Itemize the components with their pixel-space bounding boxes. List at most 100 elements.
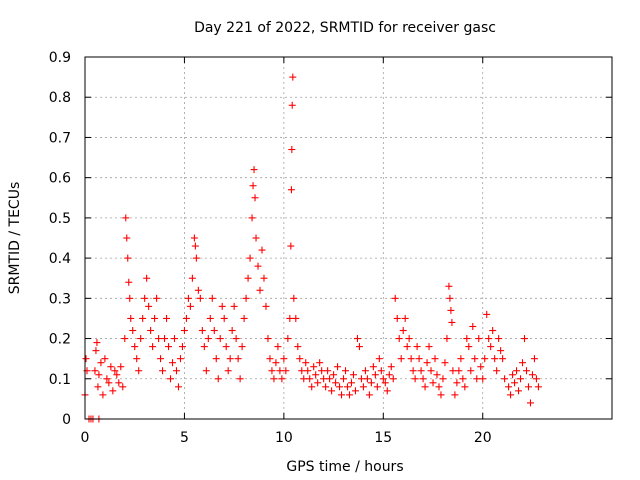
data-point — [250, 166, 258, 174]
data-point — [326, 375, 334, 383]
data-point — [298, 367, 306, 375]
data-point — [204, 335, 212, 343]
data-point — [288, 146, 296, 154]
data-point — [251, 194, 259, 202]
data-point — [147, 327, 155, 335]
y-tick-label: 0.8 — [49, 90, 71, 106]
data-point — [449, 367, 457, 375]
data-point — [345, 391, 353, 399]
data-point — [184, 294, 192, 302]
data-point — [176, 355, 184, 363]
data-point — [324, 367, 332, 375]
y-tick-label: 0.1 — [49, 372, 71, 388]
data-point — [397, 355, 405, 363]
data-point — [137, 335, 145, 343]
data-point — [94, 383, 102, 391]
data-point — [439, 375, 447, 383]
data-point — [453, 379, 461, 387]
data-point — [515, 387, 523, 395]
data-point — [340, 375, 348, 383]
data-point — [310, 363, 318, 371]
data-point — [222, 343, 230, 351]
data-point — [282, 367, 290, 375]
data-point — [489, 327, 497, 335]
data-point — [499, 355, 507, 363]
tick-layer: 0 0.1 0.2 0.3 0.4 0.5 0.6 0.7 0.8 0.9 0 5 10 15 20 — [49, 50, 612, 446]
data-point — [82, 355, 90, 363]
data-point — [117, 363, 125, 371]
data-point — [123, 234, 131, 242]
data-point — [461, 383, 469, 391]
data-point — [249, 182, 257, 190]
y-tick-label: 0.7 — [49, 130, 71, 146]
data-point — [316, 359, 324, 367]
data-point — [165, 343, 173, 351]
data-point — [473, 375, 481, 383]
data-point — [139, 314, 147, 322]
data-point — [191, 242, 199, 250]
chart-title: Day 221 of 2022, SRMTID for receiver gas… — [194, 20, 496, 36]
data-point — [125, 278, 133, 286]
data-point — [124, 254, 132, 262]
data-point — [208, 294, 216, 302]
data-point — [300, 375, 308, 383]
data-point — [95, 371, 103, 379]
data-point — [457, 355, 465, 363]
data-point — [210, 327, 218, 335]
data-point — [357, 375, 365, 383]
data-point — [254, 262, 262, 270]
data-point — [182, 314, 190, 322]
data-point — [287, 186, 295, 194]
data-point — [526, 399, 534, 407]
data-point — [238, 343, 246, 351]
data-point — [129, 327, 137, 335]
data-point — [469, 322, 477, 330]
data-point — [312, 371, 320, 379]
data-point — [214, 375, 222, 383]
y-tick-label: 0.6 — [49, 171, 71, 187]
data-point — [103, 375, 111, 383]
data-point — [93, 339, 101, 347]
data-point — [131, 343, 139, 351]
data-point — [220, 314, 228, 322]
data-point — [296, 355, 304, 363]
data-point — [228, 327, 236, 335]
data-point — [122, 214, 130, 222]
data-point — [206, 314, 214, 322]
data-point — [369, 363, 377, 371]
data-point — [507, 391, 515, 399]
data-point — [320, 375, 328, 383]
data-point — [522, 367, 530, 375]
y-tick-label: 0.2 — [49, 332, 71, 348]
data-point — [236, 375, 244, 383]
data-point — [172, 367, 180, 375]
data-point — [270, 375, 278, 383]
x-tick-label: 20 — [474, 430, 492, 446]
data-point — [304, 367, 312, 375]
data-point — [242, 294, 250, 302]
data-point — [349, 371, 357, 379]
data-point — [534, 383, 542, 391]
data-point — [336, 383, 344, 391]
data-point — [463, 335, 471, 343]
data-point — [308, 383, 316, 391]
data-point — [528, 371, 536, 379]
data-point — [141, 294, 149, 302]
data-point — [121, 335, 129, 343]
data-point — [487, 343, 495, 351]
data-point — [244, 274, 252, 282]
data-point — [385, 371, 393, 379]
data-point — [280, 355, 288, 363]
data-point — [113, 371, 121, 379]
data-point — [437, 391, 445, 399]
data-point — [178, 343, 186, 351]
data-point — [170, 335, 178, 343]
data-point — [105, 379, 113, 387]
data-point — [224, 367, 232, 375]
data-point — [287, 242, 295, 250]
data-point — [334, 363, 342, 371]
y-tick-label: 0.5 — [49, 211, 71, 227]
data-point — [155, 335, 163, 343]
data-point — [413, 343, 421, 351]
data-point — [174, 383, 182, 391]
